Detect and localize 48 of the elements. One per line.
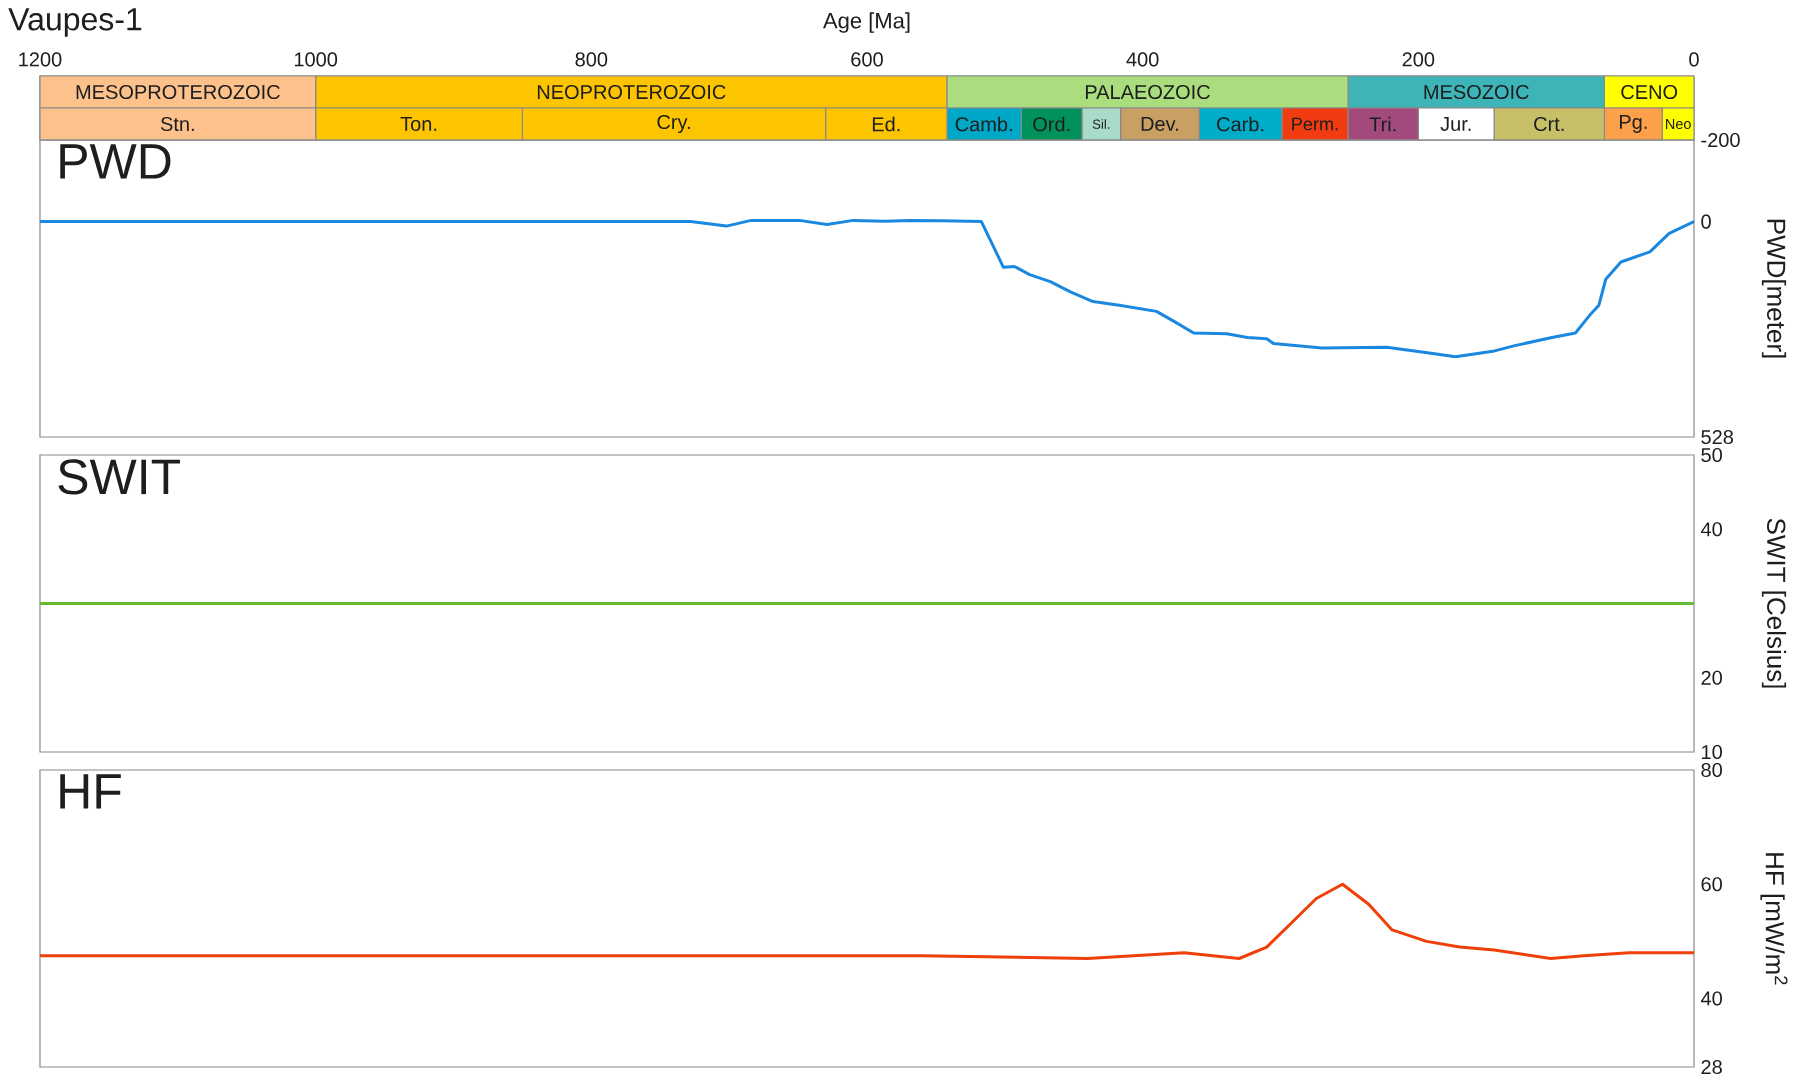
y-axis-title: HF [mW/m$^{2}$ [1760,853,1788,985]
y-tick-label: 10 [1702,744,1722,760]
series-label: Ton. [400,117,437,131]
x-tick-label: 400 [1126,52,1159,67]
series-label: Jur. [1440,117,1471,131]
series-label: PALAEOZOIC [1085,84,1210,100]
y-tick-label: 528 [1701,429,1734,445]
x-tick-label: 600 [851,52,883,67]
x-tick-label: 200 [1402,52,1435,67]
series-label: Neo [1666,118,1691,130]
series-label: Perm. [1292,117,1338,131]
y-tick-label: 0 [1701,214,1711,229]
chart-title: Vaupes-1 [8,8,142,37]
line-series [39,218,1694,359]
y-tick-label: 20 [1701,670,1722,685]
series-label: Ord. [1033,116,1070,132]
series-label: Camb. [955,116,1012,132]
y-axis-title: SWIT [Celsius] [1761,518,1787,688]
series-label: Ed. [872,116,900,132]
series-label: MESOZOIC [1424,84,1529,100]
chart-title: SWIT [58,459,181,495]
y-axis-title: PWD[meter] [1761,219,1787,358]
y-tick-label: 60 [1701,877,1722,892]
line-series [39,882,1694,960]
x-tick-label: 1000 [294,52,338,67]
x-axis-title: Age [Ma] [823,12,910,33]
y-tick-label: 28 [1701,1059,1722,1075]
chart-title: HF [60,774,121,809]
series-label: Stn. [160,116,194,132]
series-label: Carb. [1217,116,1264,132]
series-label: Sil. [1092,119,1110,129]
y-tick-label: 40 [1700,991,1722,1006]
series-label: MESOPROTEROZOIC [76,84,280,100]
chart-title: PWD [60,144,171,179]
series-label: NEOPROTEROZOIC [537,84,726,100]
series-label: Pg. [1619,115,1647,133]
series-label: CENO [1621,84,1678,100]
series-label: Dev. [1141,117,1178,131]
y-tick-label: 50 [1701,447,1722,463]
y-tick-label: 80 [1701,762,1722,778]
y-tick-label: -200 [1701,132,1740,148]
series-label: Crt. [1534,116,1564,132]
series-label: Tri. [1369,116,1396,132]
y-tick-label: 40 [1700,522,1722,537]
series-label: Cry. [657,114,690,134]
x-tick-label: 0 [1689,52,1699,67]
x-tick-label: 1200 [19,52,62,67]
x-tick-label: 800 [575,52,608,67]
